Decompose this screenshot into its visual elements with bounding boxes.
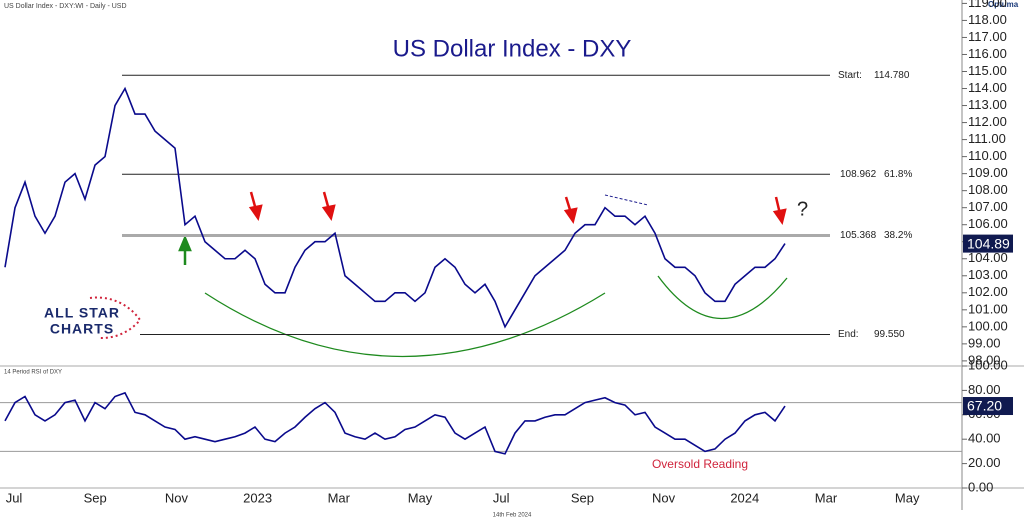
logo-text: ALL STAR: [44, 305, 120, 321]
level-pct: 38.2%: [884, 230, 912, 241]
y-tick-label: 100.00: [968, 318, 1008, 333]
annotation: Oversold Reading: [652, 457, 748, 471]
arrow-head: [563, 207, 578, 224]
arrow-head: [321, 204, 336, 221]
arrow-up: [178, 234, 192, 265]
y-tick-label: 107.00: [968, 199, 1008, 214]
level-value: 99.550: [874, 329, 905, 340]
logo-text: CHARTS: [50, 321, 114, 337]
y-tick-label: 106.00: [968, 216, 1008, 231]
level-value: 105.368: [840, 230, 877, 241]
y-tick-label: 118.00: [968, 12, 1007, 27]
arc: [204, 292, 606, 358]
chart-title: US Dollar Index - DXY: [393, 35, 632, 62]
y-tick-label: 102.00: [968, 284, 1008, 299]
level-value: 108.962: [840, 169, 877, 180]
x-tick-label: Sep: [84, 490, 107, 505]
y-tick-label: 103.00: [968, 267, 1008, 282]
y-tick-label: 109.00: [968, 165, 1008, 180]
x-tick-label: Nov: [165, 490, 189, 505]
brand: Optuma: [988, 0, 1019, 9]
level-value: 114.780: [874, 70, 910, 81]
arc: [657, 275, 788, 320]
arrow-head: [772, 208, 787, 225]
last-badge: [963, 397, 1013, 416]
y-tick-label: 40.00: [968, 431, 1001, 446]
y-tick-label: 0.00: [968, 479, 993, 494]
annotation: ?: [797, 198, 808, 220]
x-tick-label: May: [408, 490, 433, 505]
trend-line: [604, 194, 649, 206]
x-tick-label: Jul: [6, 490, 23, 505]
y-tick-label: 99.00: [968, 335, 1001, 350]
arrow-head: [248, 204, 263, 221]
level-pct: 61.8%: [884, 169, 912, 180]
y-tick-label: 119.00: [968, 0, 1007, 10]
y-tick-label: 80.00: [968, 382, 1001, 397]
x-tick-label: Mar: [328, 490, 351, 505]
y-tick-label: 108.00: [968, 182, 1008, 197]
last-label: 67.20: [967, 398, 1002, 414]
last-label: 104.89: [967, 235, 1010, 251]
level-label: End:: [838, 329, 859, 340]
last-badge: [963, 234, 1013, 253]
y-tick-label: 114.00: [968, 80, 1007, 95]
y-tick-label: 20.00: [968, 455, 1001, 470]
x-tick-label: Nov: [652, 490, 676, 505]
logo-stars: [89, 296, 142, 340]
y-tick-label: 113.00: [968, 97, 1007, 112]
x-tick-label: 2024: [730, 490, 759, 505]
y-tick-label: 112.00: [968, 114, 1007, 129]
logo: ALL STAR CHARTS: [44, 296, 142, 340]
y-tick-label: 111.00: [968, 131, 1006, 146]
arrow-head: [178, 234, 192, 252]
y-tick-label: 115.00: [968, 63, 1007, 78]
line: [4, 86, 786, 329]
y-tick-label: 117.00: [968, 29, 1007, 44]
rsi-title: 14 Period RSI of DXY: [4, 370, 62, 376]
y-tick-label: 110.00: [968, 148, 1007, 163]
level-label: Start:: [838, 70, 862, 81]
x-tick-label: May: [895, 490, 920, 505]
date-footer: 14th Feb 2024: [493, 513, 532, 519]
y-tick-label: 104.00: [968, 250, 1008, 265]
y-tick-label: 116.00: [968, 46, 1007, 61]
x-tick-label: Jul: [493, 490, 510, 505]
x-tick-label: 2023: [243, 490, 272, 505]
line: [4, 391, 786, 455]
y-tick-label: 98.00: [968, 352, 1001, 367]
y-tick-label: 101.00: [968, 301, 1008, 316]
x-tick-label: Mar: [815, 490, 838, 505]
header: US Dollar Index - DXY:WI - Daily - USD: [4, 3, 127, 10]
y-tick-label: 100.00: [968, 357, 1008, 372]
x-tick-label: Sep: [571, 490, 594, 505]
arrows: [248, 191, 787, 225]
